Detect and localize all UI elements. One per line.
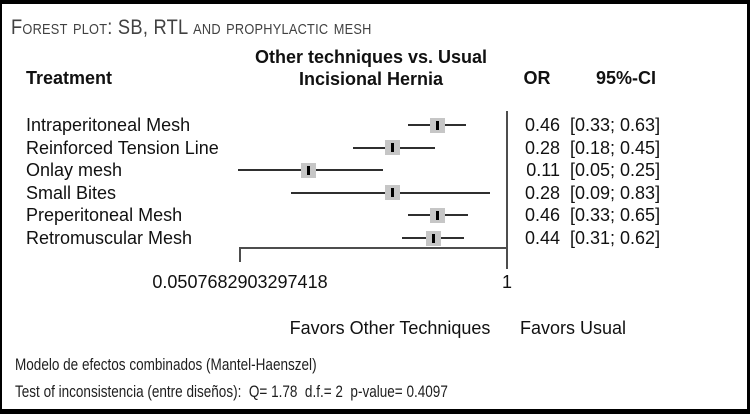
x-axis-tick-min	[239, 247, 241, 262]
comparison-header-line1: Other techniques vs. Usual	[254, 47, 488, 67]
column-header-or: OR	[523, 68, 551, 88]
ci-value: [0.33; 0.63]	[570, 115, 661, 135]
treatment-label: Preperitoneal Mesh	[26, 205, 183, 226]
or-value: 0.28	[524, 137, 560, 158]
or-value: 0.44	[524, 228, 560, 248]
favors-left-label: Favors Other Techniques	[289, 318, 491, 338]
point-estimate-tick	[391, 188, 395, 198]
point-estimate-tick	[391, 143, 395, 153]
x-axis-line	[239, 247, 508, 249]
favors-right-label: Favors Usual	[519, 318, 627, 338]
or-value: 0.46	[524, 205, 560, 226]
ci-value: [0.18; 0.45]	[570, 137, 661, 158]
point-estimate-tick	[435, 120, 439, 130]
or-value: 0.11	[526, 160, 560, 181]
footnote-inconsistency: Test of inconsistencia (entre diseños): …	[15, 383, 448, 401]
reference-line-x1	[506, 111, 508, 269]
column-header-treatment: Treatment	[26, 68, 113, 88]
treatment-label: Retromuscular Mesh	[26, 228, 193, 248]
ci-value: [0.05; 0.25]	[570, 160, 661, 181]
point-estimate-tick	[435, 210, 439, 220]
column-header-ci: 95%-CI	[595, 68, 657, 88]
treatment-label: Reinforced Tension Line	[26, 137, 219, 158]
ci-value: [0.09; 0.83]	[570, 182, 661, 203]
x-axis-label-min: 0.0507682903297418	[152, 272, 328, 292]
point-estimate-tick	[307, 165, 311, 175]
treatment-label: Small Bites	[26, 182, 117, 203]
figure-title: Forest plot: SB, RTL and prophylactic me…	[11, 15, 372, 39]
footnote-model: Modelo de efectos combinados (Mantel-Hae…	[15, 356, 317, 374]
ci-value: [0.31; 0.62]	[570, 228, 661, 248]
ci-value: [0.33; 0.65]	[570, 205, 661, 226]
comparison-header-line2: Incisional Hernia	[298, 69, 444, 89]
treatment-label: Onlay mesh	[26, 160, 123, 181]
column-header-comparison: Other techniques vs. Usual Incisional He…	[251, 46, 491, 90]
or-value: 0.28	[524, 182, 560, 203]
point-estimate-tick	[431, 233, 435, 243]
treatment-label: Intraperitoneal Mesh	[26, 115, 191, 135]
or-value: 0.46	[524, 115, 560, 135]
x-axis-label-ref: 1	[501, 272, 512, 292]
